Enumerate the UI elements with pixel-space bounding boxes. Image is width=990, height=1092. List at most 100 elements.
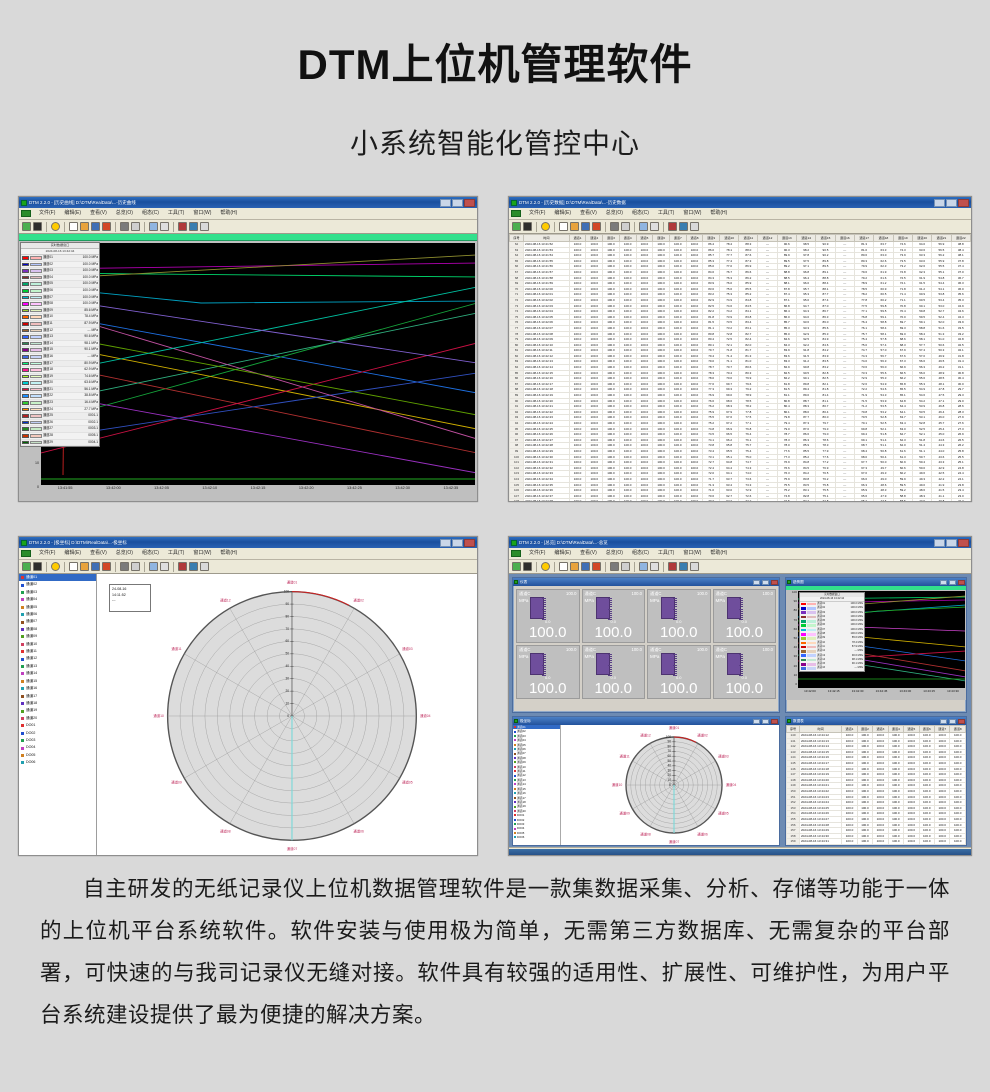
polar-mini-channel-item[interactable]: DO05	[513, 831, 560, 835]
legend-row[interactable]: 通道06 100.0 MPa	[21, 288, 99, 295]
mini-table-row[interactable]: 147 2024-08-16 13:44:19 100.0 100.0 100.0 100…	[786, 771, 966, 778]
mini-legend-row[interactable]: 通道06 100.0 MPa	[800, 623, 864, 627]
table-column-header[interactable]: 通道9	[702, 234, 721, 242]
mini-table-row[interactable]: 154 2024-08-16 13:44:26 100.0 100.0 100.0 100…	[786, 810, 966, 817]
legend-row[interactable]: 通道12 --- MPa	[21, 328, 99, 335]
table-column-header[interactable]: 通道22	[950, 234, 971, 242]
mini-table-row[interactable]: 156 2024-08-16 13:44:28 100.0 100.0 100.0 100…	[786, 821, 966, 829]
polar-channel-item[interactable]: 通道10	[19, 641, 96, 648]
legend-row[interactable]: 通道25 0001.1	[21, 413, 99, 420]
table-row[interactable]: 97 2024-08-16 13:42:27 100.0 100.0 100.0 100.…	[509, 436, 971, 444]
zoom-out-icon[interactable]	[650, 222, 659, 231]
stop-icon[interactable]	[523, 222, 532, 231]
mini-table-column-header[interactable]: 通道5	[903, 725, 920, 733]
table-column-header[interactable]: 通道16	[834, 234, 855, 242]
mini-legend-row[interactable]: 通道08 100.0 MPa	[800, 632, 864, 636]
table-row[interactable]: 107 2024-08-16 13:42:37 100.0 100.0 100.0 100…	[509, 492, 971, 500]
legend-row[interactable]: 通道08 100.0 MPa	[21, 301, 99, 308]
mini-legend-row[interactable]: 通道14 98.1 MPa	[800, 658, 864, 662]
trend-menubar[interactable]: 文件(F) 编辑(E) 查看(V) 总览(O) 组态(C) 工具(T) 窗口(W…	[19, 208, 477, 220]
close-icon[interactable]	[958, 538, 969, 547]
zoom-in-icon[interactable]	[639, 222, 648, 231]
mini-table-row[interactable]: 144 2024-08-16 13:44:16 100.0 100.0 100.0 100…	[786, 754, 966, 761]
export-icon[interactable]	[592, 562, 601, 571]
table-menubar[interactable]: 文件(F) 编辑(E) 查看(V) 总览(O) 组态(C) 工具(T) 窗口(W…	[509, 208, 971, 220]
table-column-header[interactable]: 通道19	[892, 234, 913, 242]
polar-mini-channel-item[interactable]: 通道03	[513, 734, 560, 738]
zoom-out-icon[interactable]	[160, 222, 169, 231]
new-icon[interactable]	[69, 222, 78, 231]
record-icon[interactable]	[541, 562, 550, 571]
table-column-header[interactable]: 通道8	[685, 234, 704, 242]
polar-toolbar[interactable]	[19, 560, 477, 574]
polar-mini-channel-list[interactable]: 通道01 通道02 通道03 通道04 通道05 通道06 通道07 通道08 通道09 通道10…	[513, 725, 561, 845]
zoom-in-icon[interactable]	[149, 562, 158, 571]
polar-mini-channel-item[interactable]: 通道08	[513, 756, 560, 760]
stop-icon[interactable]	[33, 222, 42, 231]
maximize-icon[interactable]	[452, 198, 463, 207]
table-row[interactable]: 102 2024-08-16 13:42:32 100.0 100.0 100.0 100…	[509, 464, 971, 472]
menu-edit[interactable]: 编辑(E)	[554, 210, 572, 216]
mini-table-row[interactable]: 153 2024-08-16 13:44:25 100.0 100.0 100.0 100…	[786, 804, 966, 812]
table-column-header[interactable]: 序号	[509, 234, 525, 242]
minimize-icon[interactable]	[753, 718, 760, 724]
legend-row[interactable]: 通道24 27.7 MPa	[21, 407, 99, 414]
mini-table-column-header[interactable]: 时间	[798, 725, 843, 733]
minimize-icon[interactable]	[440, 198, 451, 207]
menu-overview[interactable]: 总览(O)	[605, 210, 623, 216]
menu-overview[interactable]: 总览(O)	[115, 550, 133, 556]
screenshot-overview-window[interactable]: DTM 2.2.0 - [总览] D:\DTM\RealData\...-总览 …	[508, 536, 972, 856]
polar-mini-channel-item[interactable]: 通道16	[513, 791, 560, 795]
menu-help[interactable]: 帮助(H)	[710, 550, 728, 556]
polar-channel-item[interactable]: DO03	[19, 737, 96, 744]
polar-mini-channel-item[interactable]: 通道07	[513, 751, 560, 755]
legend-row[interactable]: 通道02 100.0 MPa	[21, 262, 99, 269]
record-icon[interactable]	[51, 562, 60, 571]
menu-view[interactable]: 查看(V)	[580, 550, 597, 556]
polar-mini-channel-item[interactable]: 通道15	[513, 787, 560, 791]
mini-table-column-header[interactable]: 通道3	[872, 725, 889, 733]
table-row[interactable]: 96 2024-08-16 13:42:26 100.0 100.0 100.0 100.…	[509, 431, 971, 438]
polar-channel-item[interactable]: 通道20	[19, 715, 96, 722]
mini-table-column-header[interactable]: 通道8	[949, 725, 966, 733]
gauge-grid[interactable]: 通道C 100.0 MPa 0.0 100.0 通道C 100.0 MPa 0.0 100.0 通道…	[513, 586, 779, 702]
polar-canvas[interactable]: 24-08-16 14:11:52 --- 通道01 通道02 通道03 通道04 通道…	[97, 574, 477, 855]
record-icon[interactable]	[51, 222, 60, 231]
menu-file[interactable]: 文件(F)	[529, 210, 546, 216]
legend-row[interactable]: 通道15 90.1 MPa	[21, 347, 99, 354]
legend-row[interactable]: 通道17 80.9 MPa	[21, 360, 99, 368]
polar-mini-channel-item[interactable]: DO04	[513, 826, 560, 830]
minimize-icon[interactable]	[940, 579, 947, 585]
mini-legend-row[interactable]: 通道04 100.0 MPa	[800, 615, 864, 619]
table-column-header[interactable]: 通道5	[635, 234, 654, 242]
polar-mini-channel-item[interactable]: 通道17	[513, 796, 560, 800]
menu-overview[interactable]: 总览(O)	[115, 210, 133, 216]
new-icon[interactable]	[559, 222, 568, 231]
mini-table-column-header[interactable]: 通道6	[918, 725, 935, 733]
mini-table-row[interactable]: 141 2024-08-16 13:44:13 100.0 100.0 100.0 100…	[786, 737, 966, 745]
polar-channel-item[interactable]: 通道05	[19, 604, 96, 611]
table-row[interactable]: 67 2024-08-16 13:41:57 100.0 100.0 100.0 100.…	[509, 269, 971, 276]
polar-mini-channel-item[interactable]: 通道11	[513, 769, 560, 773]
screenshot-trend-window[interactable]: DTM 2.2.0 - [历史曲线] D:\DTM\RealData\...-历…	[18, 196, 478, 502]
polar-mini-channel-item[interactable]: 通道05	[513, 743, 560, 747]
maximize-icon[interactable]	[762, 718, 769, 724]
preview-icon[interactable]	[131, 222, 140, 231]
connect-icon[interactable]	[22, 222, 31, 231]
stop-icon[interactable]	[33, 562, 42, 571]
open-icon[interactable]	[80, 222, 89, 231]
mini-table-row[interactable]: 148 2024-08-16 13:44:20 100.0 100.0 100.0 100…	[786, 776, 966, 784]
polar-mini-channel-item[interactable]: 通道02	[513, 729, 560, 733]
mini-table-row[interactable]: 152 2024-08-16 13:44:24 100.0 100.0 100.0 100…	[786, 799, 966, 806]
table-icon[interactable]	[189, 562, 198, 571]
screenshot-polar-window[interactable]: DTM 2.2.0 - [极坐标] D:\DTM\RealData\...-极坐…	[18, 536, 478, 856]
legend-row[interactable]: 通道04 100.0 MPa	[21, 275, 99, 282]
polar-channel-item[interactable]: 通道13	[19, 663, 96, 670]
window-controls[interactable]	[934, 538, 969, 547]
connect-icon[interactable]	[512, 222, 521, 231]
connect-icon[interactable]	[512, 562, 521, 571]
polar-channel-item[interactable]: 通道07	[19, 618, 96, 625]
table-row[interactable]: 99 2024-08-16 13:42:29 100.0 100.0 100.0 100.…	[509, 448, 971, 455]
menu-file[interactable]: 文件(F)	[39, 550, 56, 556]
open-icon[interactable]	[570, 562, 579, 571]
